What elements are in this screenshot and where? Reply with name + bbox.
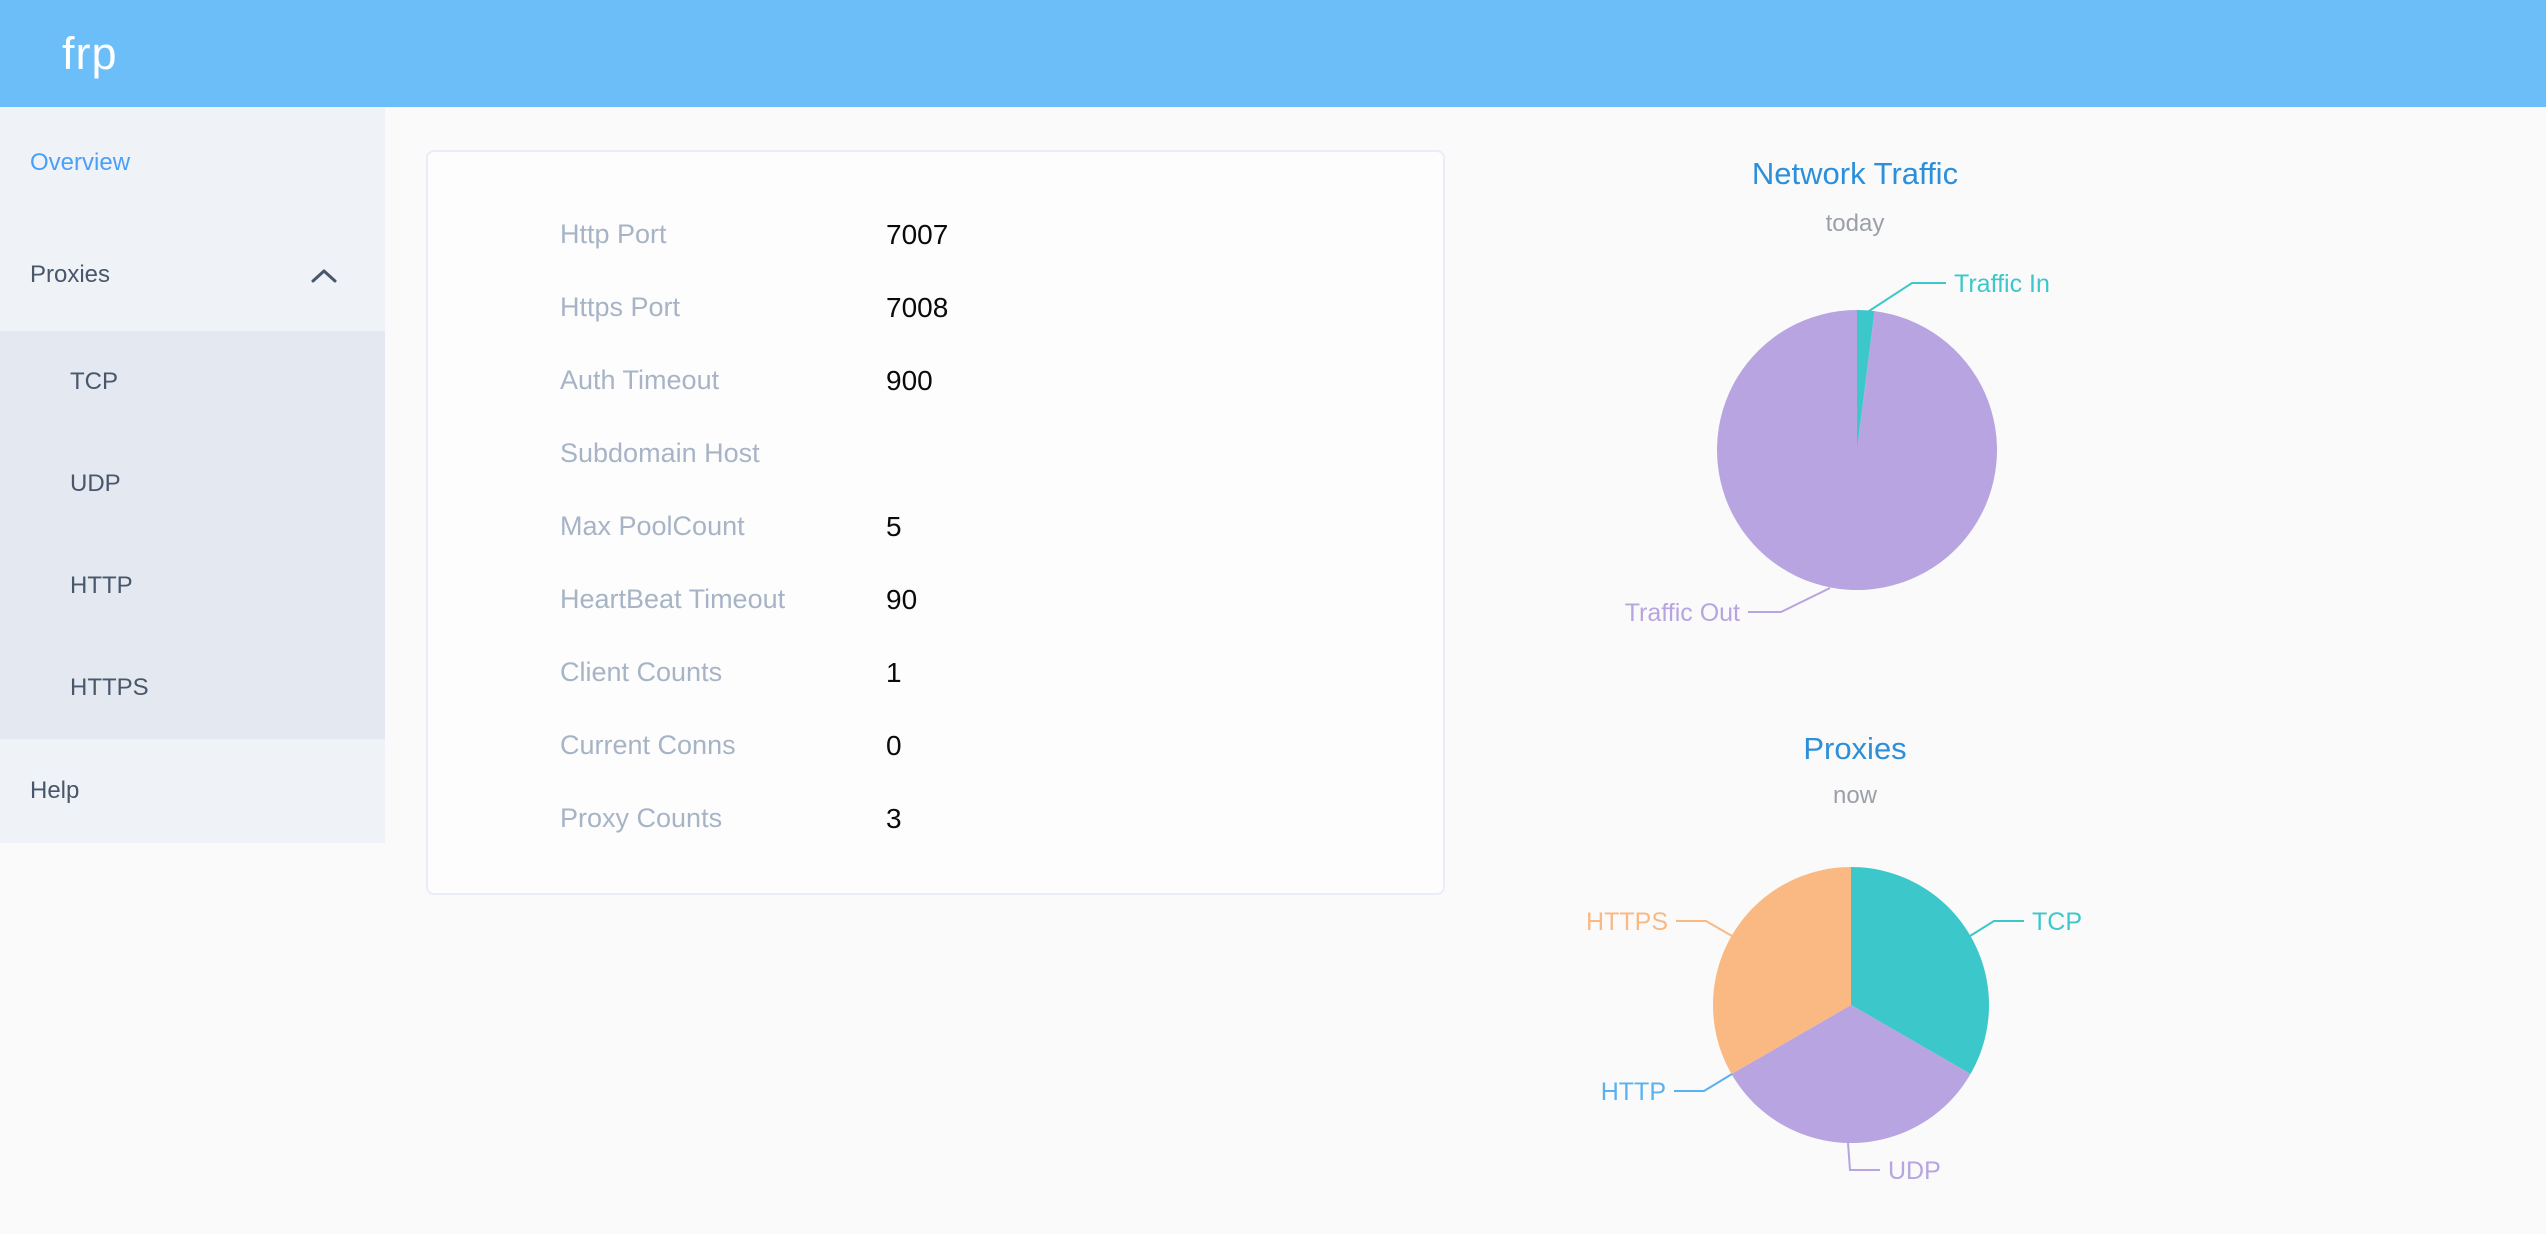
server-info-value: 5 [886, 510, 902, 542]
server-info-row: Http Port 7007 [428, 198, 1443, 271]
sidebar: Overview Proxies TCP UDP HTTP HTTPS Help [0, 107, 385, 843]
network-traffic-title: Network Traffic [1751, 156, 1959, 191]
sidebar-item-overview[interactable]: Overview [0, 107, 385, 219]
sidebar-item-https[interactable]: HTTPS [0, 637, 385, 739]
server-info-label: Client Counts [560, 657, 723, 687]
proxies-submenu: TCP UDP HTTP HTTPS [0, 331, 385, 739]
server-info-row: Proxy Counts 3 [428, 782, 1443, 855]
server-info-value: 1 [886, 656, 902, 688]
pie-slice-traffic-out[interactable] [1717, 310, 1997, 590]
server-info-value: 0 [886, 729, 902, 761]
pie-label-tcp: TCP [2032, 908, 2082, 936]
sidebar-item-http[interactable]: HTTP [0, 535, 385, 637]
pie-slice-traffic-in[interactable] [1857, 310, 1875, 450]
pie-slice-tcp[interactable] [1851, 867, 1989, 1074]
pie-label-line [1674, 1073, 1733, 1092]
pie-label-line [1847, 1142, 1880, 1171]
server-info-label: Http Port [560, 219, 667, 249]
sidebar-item-label: HTTP [70, 572, 133, 599]
proxies-pie-chart[interactable]: TCP HTTPS HTTP UDP [1560, 830, 2160, 1230]
proxies-title: Proxies [1803, 731, 1907, 766]
server-info-label: Max PoolCount [560, 511, 745, 541]
sidebar-item-label: HTTPS [70, 674, 149, 701]
pie-label-line [1969, 920, 2024, 937]
sidebar-item-label: TCP [70, 368, 118, 395]
network-traffic-pie-chart[interactable]: Traffic In Traffic Out [1610, 240, 2170, 660]
server-info-value: 3 [886, 802, 902, 834]
pie-label-line [1865, 282, 1946, 314]
server-info-value: 7007 [886, 218, 949, 250]
sidebar-item-proxies[interactable]: Proxies [0, 219, 385, 331]
server-info-label: HeartBeat Timeout [560, 584, 786, 614]
server-info-label: Current Conns [560, 730, 736, 760]
network-traffic-subtitle: today [1825, 210, 1885, 237]
server-info-value: 7008 [886, 291, 949, 323]
server-info-label: Subdomain Host [560, 438, 760, 468]
sidebar-item-label: Overview [30, 149, 131, 176]
pie-label-udp: UDP [1888, 1157, 1941, 1185]
app-logo: frp [62, 28, 118, 79]
pie-slice-https[interactable] [1713, 867, 1851, 1074]
pie-label-https: HTTPS [1586, 908, 1668, 936]
pie-label-traffic-out: Traffic Out [1625, 599, 1740, 627]
server-info-row: Max PoolCount 5 [428, 490, 1443, 563]
pie-label-line [1748, 587, 1831, 613]
proxies-subtitle: now [1832, 782, 1878, 809]
server-info-value: 900 [886, 364, 933, 396]
server-info-row: Auth Timeout 900 [428, 344, 1443, 417]
sidebar-item-label: Help [30, 777, 80, 804]
server-info-row: Current Conns 0 [428, 709, 1443, 782]
server-info-value: 90 [886, 583, 918, 615]
pie-label-traffic-in: Traffic In [1954, 270, 2050, 298]
sidebar-item-udp[interactable]: UDP [0, 433, 385, 535]
chevron-up-icon[interactable] [311, 269, 337, 283]
sidebar-item-tcp[interactable]: TCP [0, 331, 385, 433]
sidebar-item-label: UDP [70, 470, 121, 497]
server-info-row: HeartBeat Timeout 90 [428, 563, 1443, 636]
sidebar-item-label: Proxies [30, 261, 111, 288]
sidebar-item-help[interactable]: Help [0, 739, 385, 843]
pie-label-line [1676, 920, 1733, 937]
server-info-row: Https Port 7008 [428, 271, 1443, 344]
pie-label-http: HTTP [1601, 1078, 1666, 1106]
server-info-rows: Http Port 7007 Https Port 7008 Auth Time… [428, 198, 1443, 855]
header-bar: frp [0, 0, 2546, 107]
server-info-card: Http Port 7007 Https Port 7008 Auth Time… [426, 150, 1445, 895]
server-info-row: Subdomain Host [428, 417, 1443, 490]
server-info-label: Https Port [560, 292, 681, 322]
server-info-label: Auth Timeout [560, 365, 720, 395]
server-info-row: Client Counts 1 [428, 636, 1443, 709]
server-info-label: Proxy Counts [560, 803, 723, 833]
pie-slice-udp[interactable] [1731, 1005, 1971, 1143]
